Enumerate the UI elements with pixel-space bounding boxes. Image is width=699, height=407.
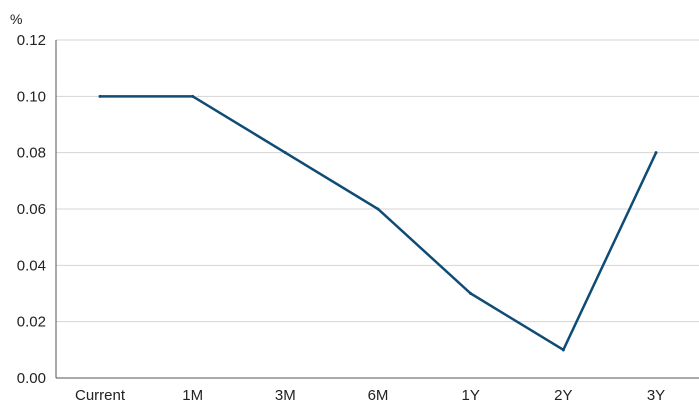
data-point [191,94,195,98]
series-line [100,95,658,352]
x-tick-label: Current [75,387,126,404]
gridlines [56,39,699,323]
data-point [376,207,380,211]
x-tick-labels: Current 1M 3M 6M 1Y 2Y 3Y [75,387,665,404]
x-tick-label: 1Y [462,387,480,404]
axes [55,40,699,379]
y-tick-labels: 0.00 0.02 0.04 0.06 0.08 0.10 0.12 [17,32,46,387]
series-layer [98,94,658,352]
y-tick-label: 0.12 [17,32,46,49]
x-tick-label: 3Y [647,387,665,404]
y-tick-label: 0.08 [17,145,46,162]
data-point [469,292,473,295]
data-point [561,348,565,352]
y-axis-unit-label: % [10,11,22,27]
x-tick-label: 6M [368,387,389,404]
y-tick-label: 0.00 [17,370,46,387]
data-point [283,151,287,155]
x-tick-label: 1M [182,387,203,404]
data-point [98,94,102,98]
data-point [654,151,658,155]
x-tick-label: 2Y [554,387,572,404]
y-tick-label: 0.04 [17,257,46,274]
x-tick-label: 3M [275,387,296,404]
y-tick-label: 0.02 [17,314,46,331]
y-tick-label: 0.06 [17,201,46,218]
y-tick-label: 0.10 [17,88,46,105]
